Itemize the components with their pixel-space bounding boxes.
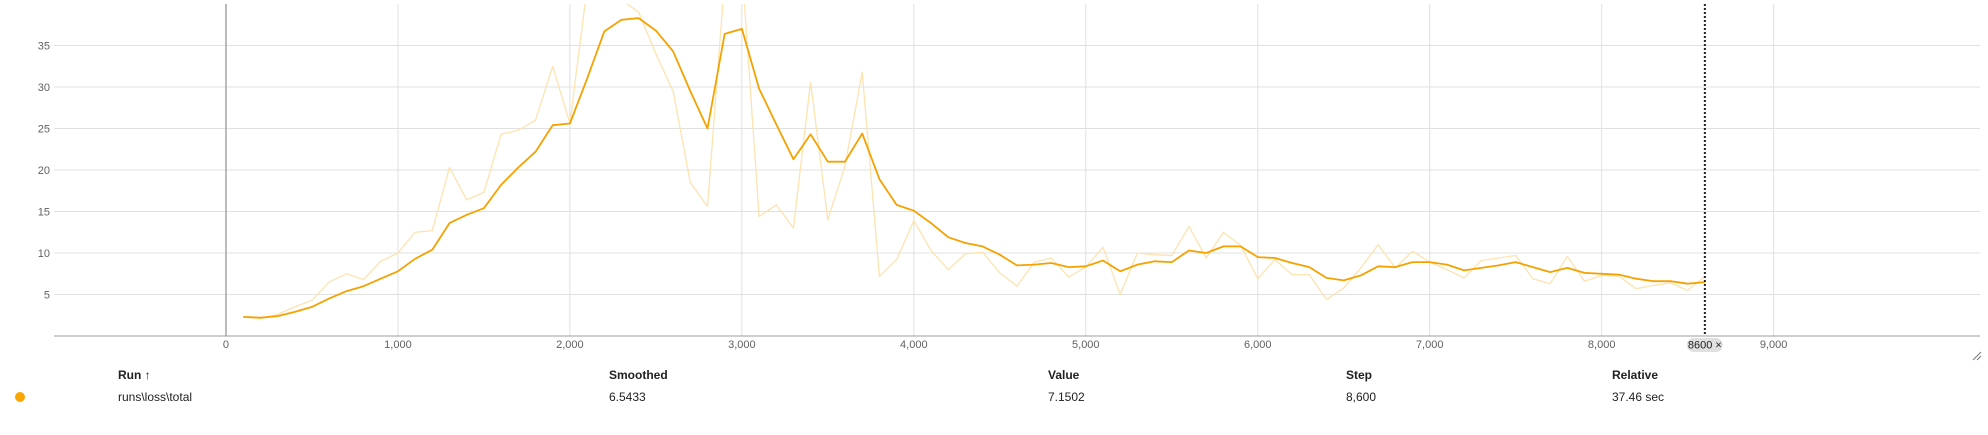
x-axis-tick-labels: 0 1,000 2,000 3,000 4,000 5,000 6,000 7,000 8,00… xyxy=(223,339,1788,351)
x-tick-label: 3,000 xyxy=(728,339,756,351)
run-color-dot-icon xyxy=(15,392,25,402)
y-tick-label: 25 xyxy=(38,124,50,136)
x-tick-label: 6,000 xyxy=(1244,339,1272,351)
resize-handle-icon[interactable] xyxy=(1972,351,1982,361)
grid-lines xyxy=(54,4,1980,336)
x-tick-label: 8,000 xyxy=(1588,339,1616,351)
series-smoothed-line xyxy=(243,17,1705,319)
column-header-smoothed[interactable]: Smoothed xyxy=(609,368,668,382)
x-tick-label: 7,000 xyxy=(1416,339,1444,351)
cell-step: 8,600 xyxy=(1346,390,1377,404)
x-tick-label: 9,000 xyxy=(1760,339,1788,351)
hover-step-label: 8600 × xyxy=(1688,340,1722,352)
y-tick-label: 35 xyxy=(38,41,50,53)
y-tick-label: 30 xyxy=(38,82,50,94)
hover-chip xyxy=(1686,338,1723,352)
column-header-relative[interactable]: Relative xyxy=(1612,368,1659,382)
hover-indicator[interactable]: 8600 × xyxy=(1686,4,1723,352)
y-tick-label: 15 xyxy=(38,207,50,219)
x-tick-label: 2,000 xyxy=(556,339,584,351)
column-header-step[interactable]: Step xyxy=(1346,368,1373,382)
data-table: Run ↑ Smoothed Value Step Relative runs\… xyxy=(0,364,1988,435)
x-tick-label: 5,000 xyxy=(1072,339,1100,351)
cell-run: runs\loss\total xyxy=(118,390,193,404)
y-axis-tick-labels: 5 10 15 20 25 30 35 xyxy=(38,41,50,302)
y-tick-label: 10 xyxy=(38,248,50,260)
x-tick-label: 1,000 xyxy=(384,339,412,351)
y-tick-label: 5 xyxy=(44,290,50,302)
cell-relative: 37.46 sec xyxy=(1612,390,1665,404)
column-header-value[interactable]: Value xyxy=(1048,368,1080,382)
y-tick-label: 20 xyxy=(38,165,50,177)
x-tick-label: 4,000 xyxy=(900,339,928,351)
loss-chart[interactable]: 5 10 15 20 25 30 35 0 1,000 2,000 3,000 4,000 5,000… xyxy=(0,0,1988,362)
x-tick-label: 0 xyxy=(223,339,229,351)
cell-value: 7.1502 xyxy=(1048,390,1085,404)
series xyxy=(243,4,1706,320)
column-header-run[interactable]: Run ↑ xyxy=(118,368,151,382)
cell-smoothed: 6.5433 xyxy=(609,390,646,404)
series-raw-line xyxy=(243,4,1706,320)
